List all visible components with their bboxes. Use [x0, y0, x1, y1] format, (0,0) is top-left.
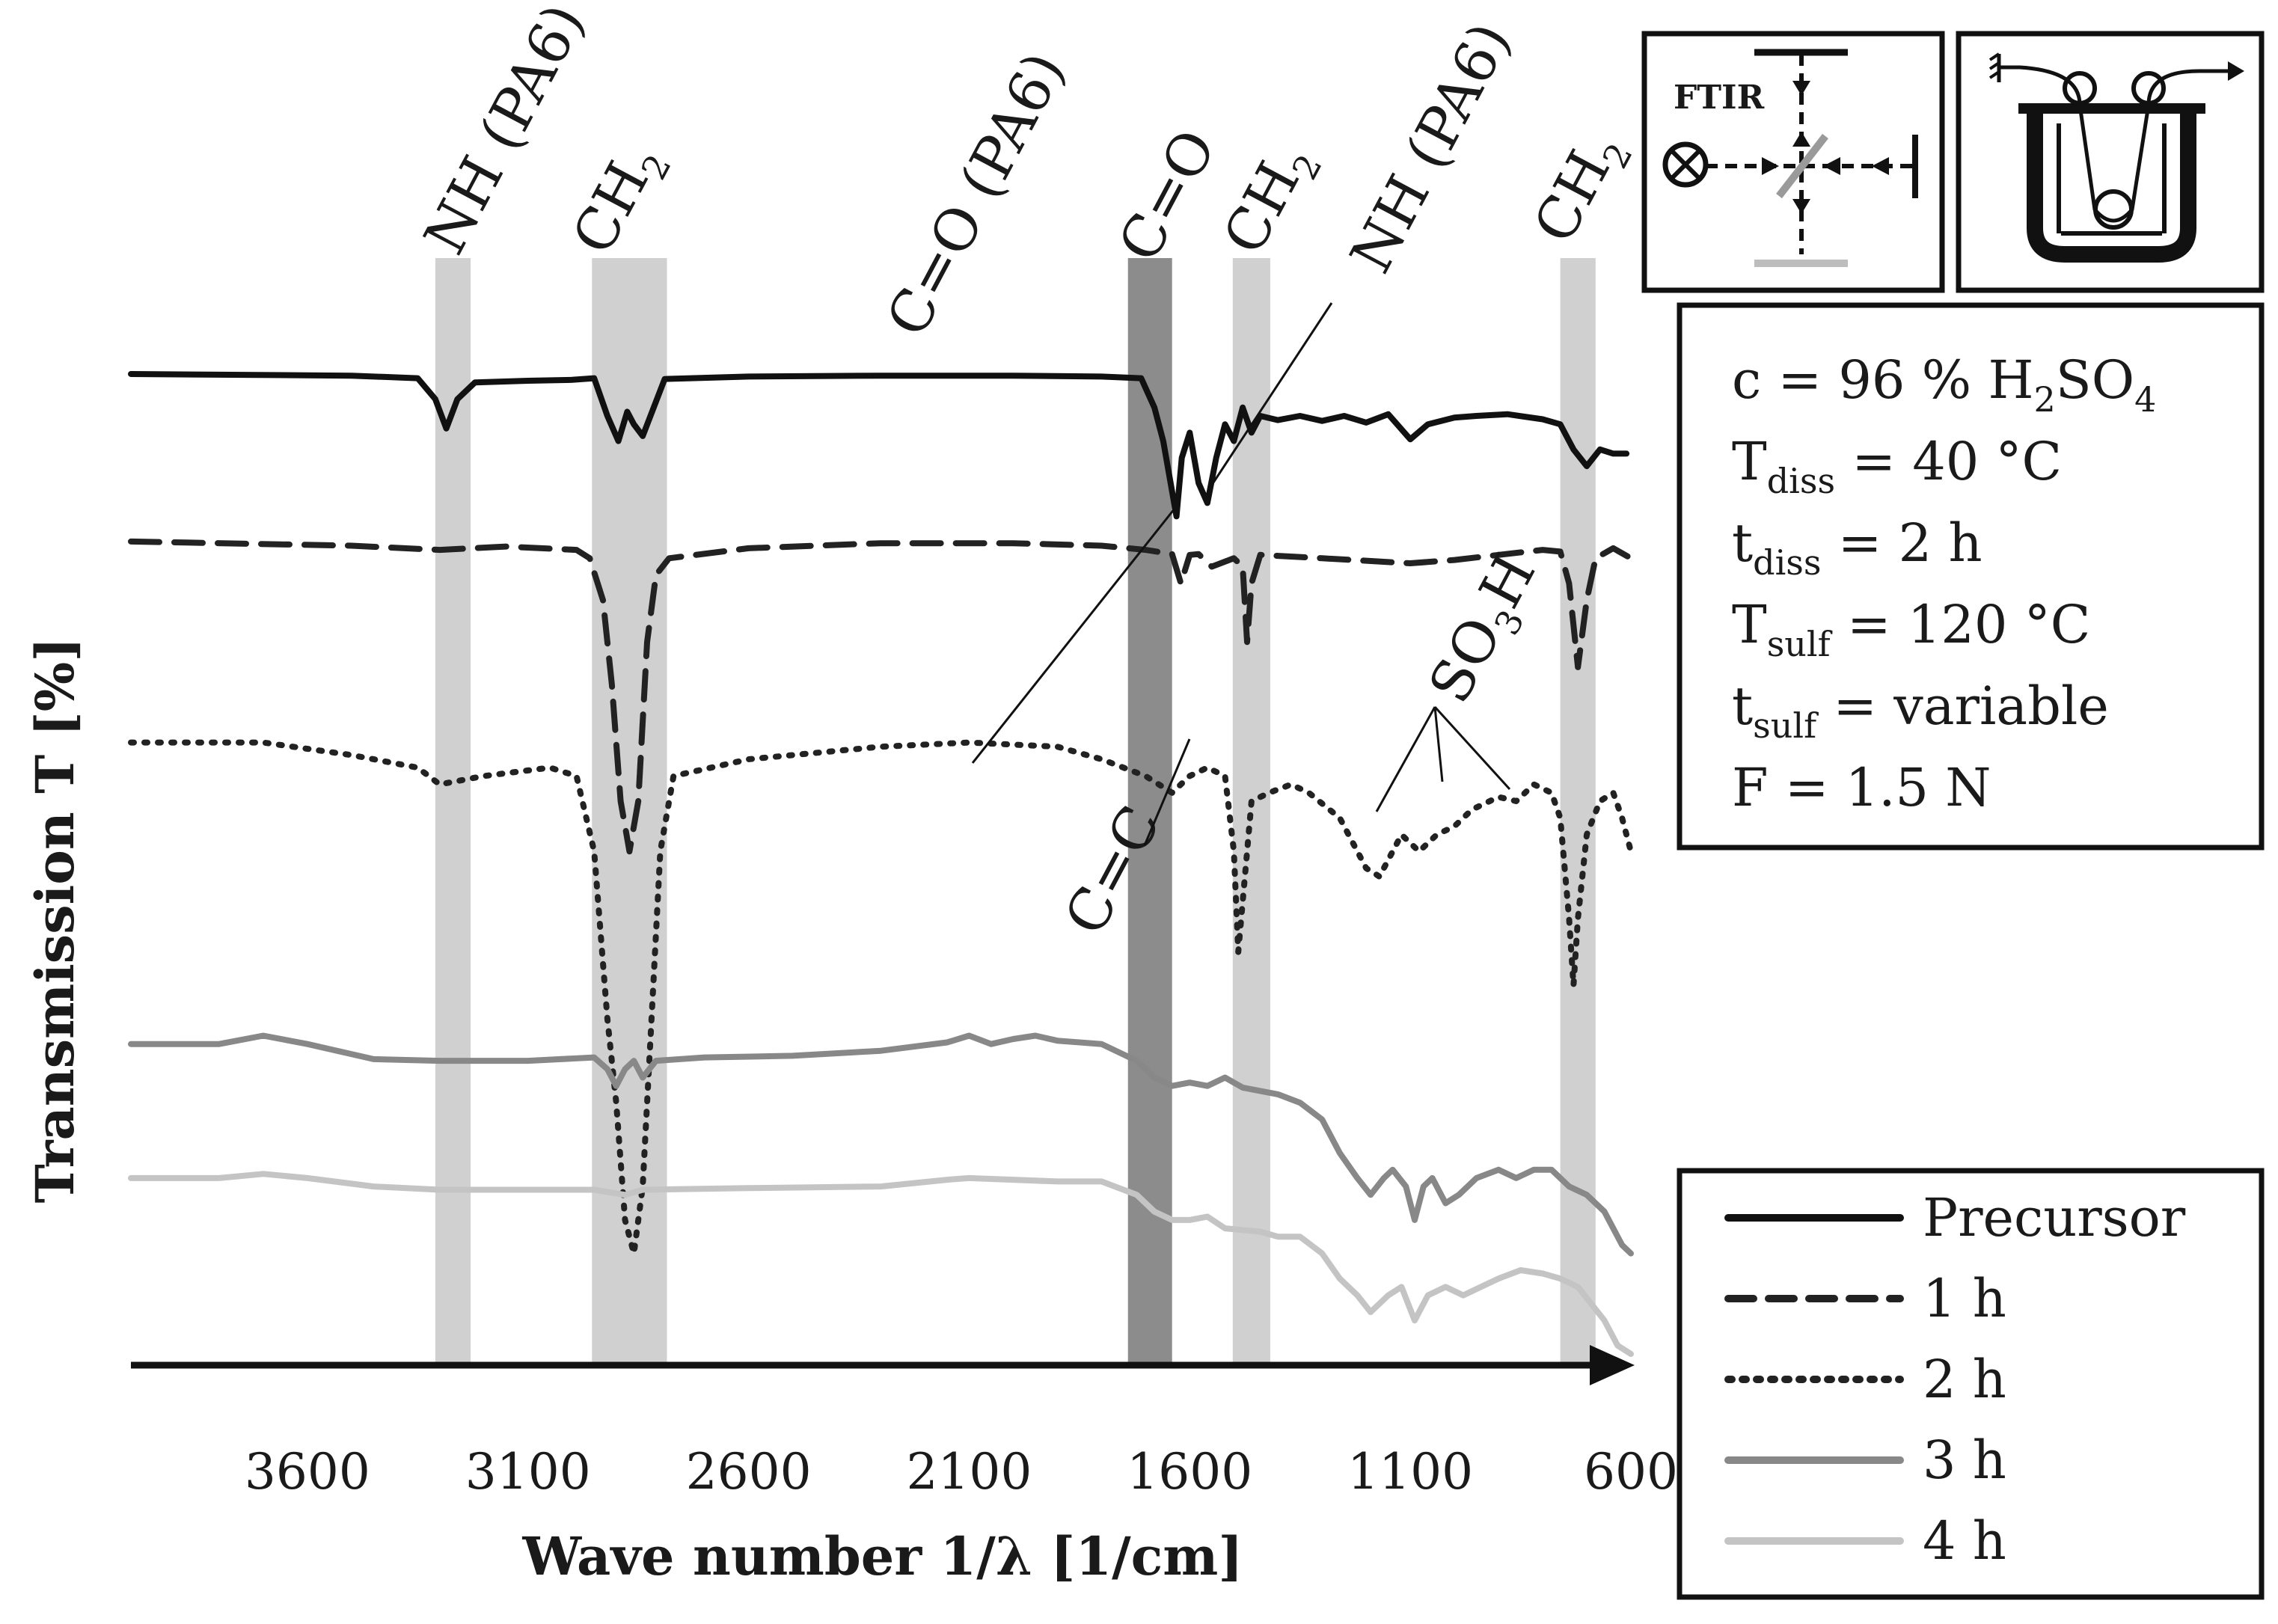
ftir-arrow-down-icon-2 [1792, 199, 1810, 214]
ftir-beamsplitter-icon [1776, 133, 1828, 199]
ftir-arrow-left-icon [1823, 157, 1840, 175]
parameter-line-3: Tsulf = 120 °C [1732, 594, 2090, 664]
x-tick-1100: 1100 [1347, 1443, 1473, 1501]
ftir-arrow-up-icon [1792, 132, 1810, 147]
parameters-box: c = 96 % H2SO4 Tdiss = 40 °C tdiss = 2 h Ts… [1677, 302, 2265, 851]
parameter-line-4: tsulf = variable [1732, 675, 2109, 746]
bath-anchor-hatch-3 [1988, 70, 2000, 79]
legend-items: Precursor 1 h 2 h 3 h 4 h [1724, 1187, 2186, 1572]
ftir-arrow-right-icon [1762, 157, 1779, 175]
x-tick-600: 600 [1584, 1443, 1678, 1501]
parameter-line-1: Tdiss = 40 °C [1732, 431, 2062, 501]
band-0 [435, 258, 471, 1365]
leader-so3h-3 [1433, 705, 1511, 791]
legend-label-0: Precursor [1923, 1187, 2186, 1248]
series-line-2-h [128, 739, 1634, 1257]
legend: Precursor 1 h 2 h 3 h 4 h [1677, 1168, 2265, 1600]
band-1 [592, 258, 667, 1365]
legend-label-1: 1 h [1923, 1268, 2006, 1329]
ftir-arrow-down-icon [1792, 81, 1810, 96]
ftir-arrow-left-icon-2 [1872, 157, 1889, 175]
bath-vessel-icon [2027, 108, 2196, 263]
spectra-series [128, 371, 1634, 1357]
parameter-line-0: c = 96 % H2SO4 [1732, 349, 2156, 420]
x-tick-3100: 3100 [465, 1443, 591, 1501]
x-axis [131, 1345, 1635, 1385]
x-tick-2100: 2100 [906, 1443, 1032, 1501]
x-tick-1600: 1600 [1127, 1443, 1252, 1501]
parameter-line-2: tdiss = 2 h [1732, 512, 1982, 583]
series-line-precursor [128, 371, 1630, 520]
x-axis-arrow-icon [1590, 1345, 1635, 1385]
leader-nh-pa6 [1210, 302, 1333, 485]
ftir-source-cross-2 [1671, 150, 1700, 180]
leader-so3h-1 [1375, 706, 1436, 812]
bath-anchor-hatch-2 [1988, 61, 2000, 70]
legend-label-4: 4 h [1923, 1510, 2006, 1572]
leader-lines [971, 302, 1511, 846]
legend-label-3: 3 h [1923, 1430, 2006, 1491]
series-line-1-h [128, 538, 1634, 855]
series-line-4-h [128, 1171, 1634, 1357]
leader-co-pa6 [971, 508, 1176, 764]
leader-so3h-2 [1433, 706, 1444, 782]
x-tick-3600: 3600 [245, 1443, 370, 1501]
parameter-line-5: F = 1.5 N [1732, 757, 1991, 818]
parameters-lines: c = 96 % H2SO4 Tdiss = 40 °C tdiss = 2 h Ts… [1732, 349, 2156, 818]
y-axis-title: Transmission T [%] [24, 637, 86, 1204]
ftir-label: FTIR [1674, 79, 1765, 117]
x-tick-labels: 3600 3100 2600 2100 1600 1100 600 [245, 1443, 1678, 1501]
bath-anchor-hatch-1 [1988, 52, 2000, 61]
legend-label-2: 2 h [1923, 1349, 2006, 1410]
series-line-3-h [128, 1032, 1634, 1257]
ftir-inset: FTIR [1641, 31, 1945, 293]
parameters-frame [1677, 302, 2265, 851]
bath-fiber-arrow-icon [2228, 61, 2244, 81]
x-tick-2600: 2600 [686, 1443, 812, 1501]
x-axis-title: Wave number 1/λ [1/cm] [522, 1525, 1243, 1587]
legend-frame [1677, 1168, 2265, 1600]
bath-inset [1956, 31, 2265, 293]
bath-fiber-path [1999, 65, 2237, 223]
leader-cc [1143, 738, 1191, 846]
